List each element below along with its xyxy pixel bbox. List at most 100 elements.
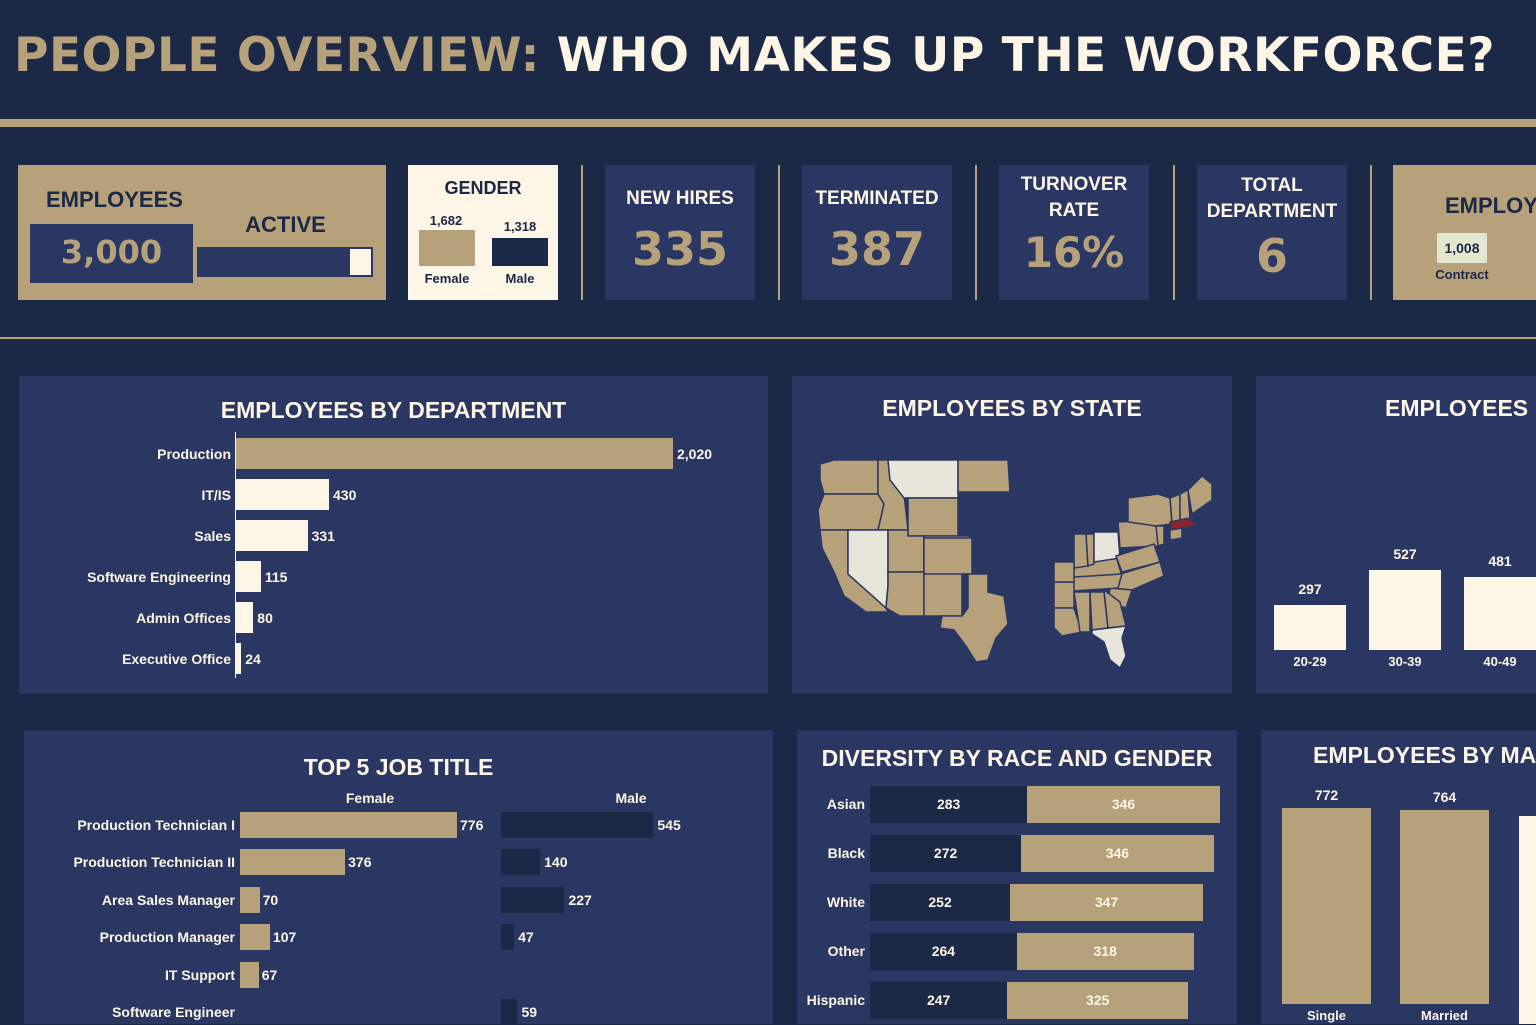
job-female-bar [240, 849, 346, 876]
race-bar-segment-2 [1016, 933, 1194, 970]
kpi-separator [1173, 165, 1175, 300]
state-mo [1053, 561, 1075, 583]
kpi-divider [0, 337, 1536, 339]
race-label: Black [827, 845, 865, 861]
state-nm [923, 571, 963, 617]
title-part-1: PEOPLE OVERVIEW: [14, 28, 540, 83]
job-female-bar [240, 812, 457, 838]
kpi-active-fill [199, 249, 351, 275]
race-value-segment-2: 346 [1111, 796, 1136, 812]
job-title-label: IT Support [165, 966, 235, 983]
state-in [1085, 533, 1095, 568]
department-label: Sales [194, 528, 231, 544]
job-male-value: 47 [518, 929, 534, 946]
kpi-new-hires-value: 335 [631, 222, 729, 276]
marital-chart-title: EMPLOYEES BY MAI [1313, 742, 1536, 768]
kpi-gender: GENDER 1,682 Female 1,318 Male [408, 165, 558, 300]
job-male-bar [501, 999, 518, 1025]
kpi-terminated-value: 387 [828, 222, 926, 276]
department-label: Executive Office [122, 651, 231, 667]
job-male-value: 140 [544, 854, 568, 871]
job-female-bar [240, 924, 270, 951]
marital-label: Single [1306, 1008, 1346, 1023]
job-female-value: 776 [460, 817, 484, 833]
marital-value: 772 [1314, 787, 1339, 803]
department-label: Software Engineering [87, 569, 231, 585]
job-male-value: 545 [657, 817, 681, 833]
department-bar [236, 643, 242, 674]
job-female-value: 107 [272, 929, 297, 946]
age-value: 527 [1393, 546, 1417, 562]
gender-female-label: Female [424, 271, 470, 286]
state-or [817, 493, 885, 531]
age-chart-title: EMPLOYEES I [1385, 395, 1536, 421]
marital-bar-clipped [1519, 816, 1536, 1024]
race-bar-segment-2 [1010, 884, 1204, 921]
state-la [1053, 607, 1083, 637]
job-male-bar [501, 886, 565, 913]
marital-value: 764 [1432, 789, 1457, 806]
race-bar-segment-1 [870, 786, 1028, 823]
kpi-employees-label: EMPLOYEES [46, 187, 183, 212]
state-ny [1127, 493, 1173, 527]
job-male-value: 59 [521, 1004, 538, 1020]
contract-value: 1,008 [1437, 233, 1487, 263]
gender-male-label: Male [505, 271, 535, 286]
kpi-separator [975, 165, 977, 300]
male-series-label: Male [615, 790, 647, 806]
race-bar-segment-1 [870, 835, 1022, 872]
header-divider [0, 119, 1536, 127]
race-bar-segment-1 [870, 933, 1017, 970]
age-bar [1274, 604, 1346, 650]
marital-bar [1400, 810, 1489, 1004]
kpi-turnover-label-2: RATE [1048, 200, 1100, 221]
kpi-employees: EMPLOYEES 3,000 ACTIVE [18, 165, 386, 300]
job-title-label: Production Manager [99, 929, 235, 946]
age-label: 20-29 [1293, 654, 1327, 669]
department-value: 331 [311, 528, 335, 544]
department-value: 2,020 [677, 446, 713, 462]
kpi-turnover: TURNOVER RATE 16% [999, 165, 1149, 300]
age-bar [1464, 576, 1536, 650]
race-value-segment-1: 283 [936, 796, 961, 812]
department-value: 80 [257, 610, 273, 626]
state-ut [887, 529, 925, 573]
job-title-label: Production Technician I [77, 817, 235, 833]
state-nj [1155, 525, 1165, 548]
kpi-employees-value-box [30, 224, 193, 283]
state-map-title: EMPLOYEES BY STATE [882, 395, 1142, 421]
race-label: Hispanic [806, 992, 865, 1008]
state-vt [1169, 492, 1181, 523]
kpi-employment-type-label: EMPLOY [1445, 193, 1536, 218]
female-series-label: Female [345, 790, 395, 806]
state-ma [1169, 517, 1198, 531]
state-ms [1073, 591, 1091, 633]
job-title-chart-panel: TOP 5 JOB TITLE Female Male Production T… [24, 730, 773, 1025]
age-label: 40-49 [1483, 654, 1517, 669]
kpi-total-department-label-1: TOTAL [1241, 175, 1303, 196]
state-me [1187, 474, 1213, 516]
state-az [885, 571, 925, 617]
kpi-separator [581, 165, 583, 300]
job-title-label: Area Sales Manager [101, 891, 235, 908]
kpi-gender-label: GENDER [444, 178, 522, 198]
race-bar-segment-2 [1021, 835, 1214, 872]
us-state-map [817, 459, 1213, 670]
state-wa [819, 459, 879, 495]
race-value-segment-1: 264 [931, 943, 956, 959]
race-label: Other [827, 943, 865, 959]
department-label: Production [157, 446, 231, 462]
marital-label: Married [1421, 1008, 1468, 1023]
age-bar [1369, 570, 1441, 650]
department-value: 430 [333, 487, 357, 503]
job-female-bar [240, 961, 259, 988]
age-value: 481 [1488, 552, 1512, 569]
job-male-bar [501, 924, 515, 951]
department-label: Admin Offices [136, 610, 231, 626]
race-chart-title: DIVERSITY BY RACE AND GENDER [821, 745, 1213, 771]
state-map-panel: EMPLOYEES BY STATE [792, 376, 1232, 694]
state-wy [907, 497, 959, 537]
job-male-bar [501, 812, 654, 838]
gender-male-value: 1,318 [503, 219, 537, 234]
job-title-chart-title: TOP 5 JOB TITLE [303, 754, 494, 780]
